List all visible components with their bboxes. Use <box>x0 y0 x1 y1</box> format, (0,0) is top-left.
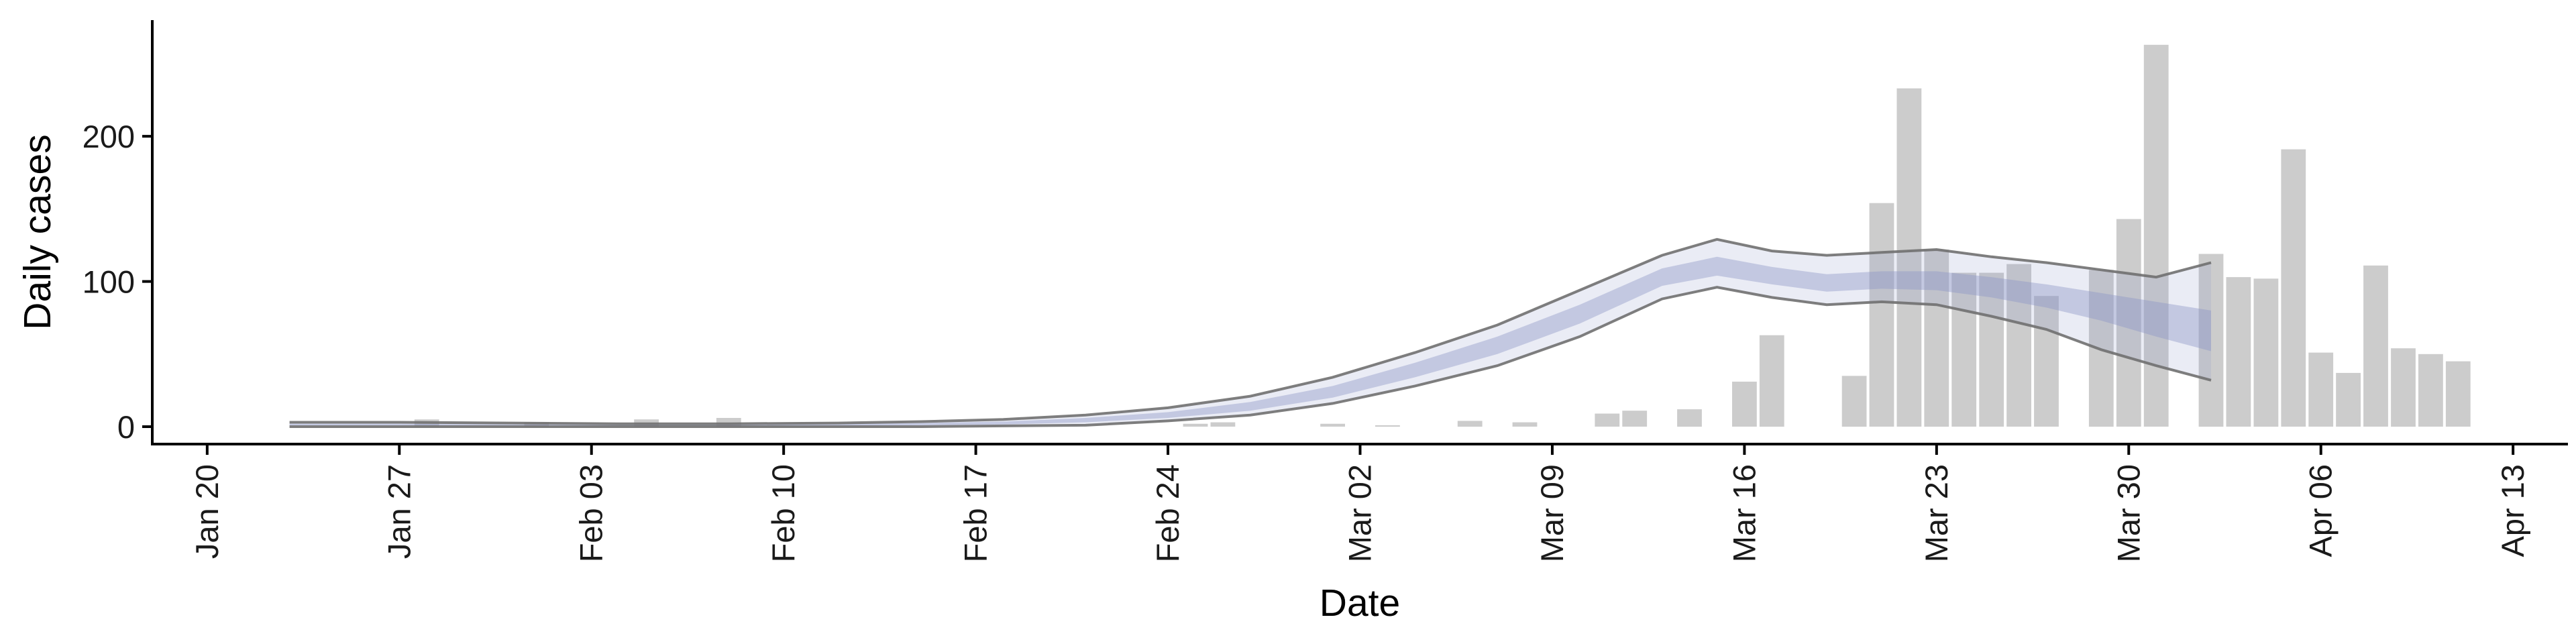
x-tick-label: Jan 27 <box>381 464 417 559</box>
x-axis-title: Date <box>1320 582 1400 625</box>
x-tick-label: Mar 23 <box>1919 464 1954 562</box>
estimate-lower-bound <box>289 286 2212 428</box>
case-bar <box>1869 203 1894 427</box>
case-bars <box>414 44 2471 427</box>
case-bar <box>1924 250 1949 427</box>
case-bar <box>1320 423 1345 427</box>
x-tick-label: Apr 06 <box>2303 464 2339 557</box>
case-bar <box>1210 422 1236 427</box>
case-bar <box>2226 277 2251 427</box>
x-tick-label: Feb 17 <box>958 464 994 562</box>
case-bar <box>2143 44 2169 427</box>
x-tick-label: Mar 16 <box>1726 464 1762 562</box>
y-axis-title: Daily cases <box>16 134 59 329</box>
x-tick-label: Jan 20 <box>189 464 225 559</box>
case-bar <box>2445 361 2471 427</box>
x-tick-label: Feb 10 <box>765 464 801 562</box>
case-bar <box>2363 265 2388 427</box>
case-bar <box>2253 278 2279 427</box>
x-tick-label: Mar 30 <box>2110 464 2146 562</box>
estimate-band-90 <box>289 239 2211 427</box>
y-tick-label: 100 <box>83 264 135 300</box>
case-bar <box>2281 149 2306 427</box>
case-bar <box>1896 88 1922 427</box>
case-bar <box>2116 219 2141 427</box>
case-bar <box>1375 425 1400 427</box>
x-axis-ticks: Jan 20 Jan 27 Feb 03 Feb 10 Feb 17 Feb 24 Mar … <box>189 444 2530 562</box>
case-bar <box>1457 421 1483 427</box>
x-tick-label: Mar 09 <box>1534 464 1570 562</box>
y-tick-label: 200 <box>83 119 135 154</box>
estimate-layer <box>289 237 2212 428</box>
case-bar <box>1732 381 1757 427</box>
case-bar <box>1595 413 1620 427</box>
case-bar <box>2308 352 2334 427</box>
case-bar <box>1979 272 2004 427</box>
case-bar <box>1951 272 1977 427</box>
case-bar <box>2006 264 2031 427</box>
case-bar <box>2418 354 2443 427</box>
case-bar <box>2198 254 2224 427</box>
case-bar <box>2034 296 2059 427</box>
y-tick-label: 0 <box>117 409 135 445</box>
x-tick-label: Mar 02 <box>1342 464 1378 562</box>
case-bar <box>1622 411 1648 427</box>
y-axis-ticks: 0 100 200 <box>83 119 152 445</box>
x-tick-label: Apr 13 <box>2495 464 2530 557</box>
case-bar <box>2336 372 2361 427</box>
case-bar <box>1759 335 1784 427</box>
estimate-upper-bound <box>289 237 2212 425</box>
case-bar <box>1677 409 1702 427</box>
x-tick-label: Feb 03 <box>574 464 609 562</box>
x-tick-label: Feb 24 <box>1150 464 1185 562</box>
case-bar <box>2391 348 2416 427</box>
case-bar <box>1183 423 1208 427</box>
case-bar <box>1841 376 1867 427</box>
case-bar <box>1512 422 1538 427</box>
